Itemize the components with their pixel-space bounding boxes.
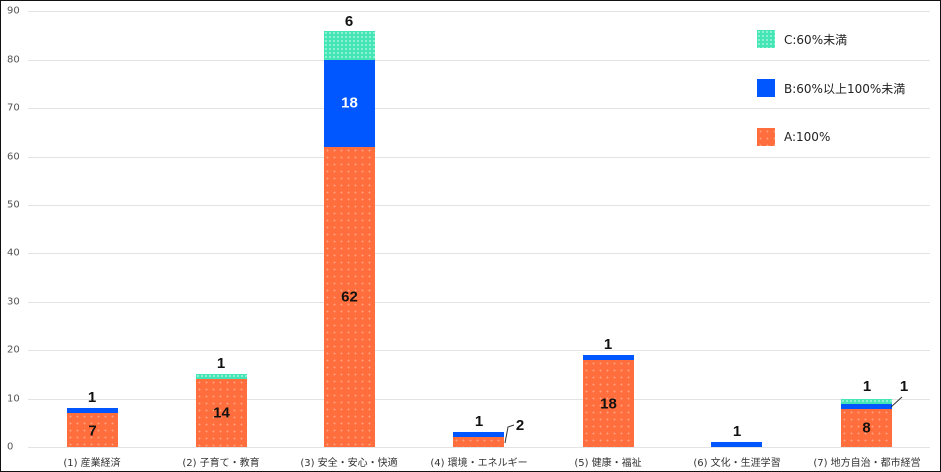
value-label-b: 18: [341, 94, 358, 112]
value-label-c: 1: [862, 378, 872, 395]
segment-c: [841, 399, 892, 404]
bar-5[interactable]: 18: [583, 355, 634, 447]
value-label-b: 1: [87, 389, 97, 406]
legend-label: B:60%以上100%未満: [784, 81, 906, 96]
segment-a: [583, 360, 634, 447]
y-tick-label: 10: [7, 393, 20, 405]
x-tick-label: (7) 地方自治・都市経営: [813, 458, 921, 469]
x-tick-label: (1) 産業経済: [63, 458, 121, 469]
value-label-a: 8: [862, 419, 871, 437]
bar-1[interactable]: 7: [67, 408, 118, 447]
segment-a: [196, 379, 247, 447]
value-label-a: 62: [341, 288, 358, 306]
legend-item-b[interactable]: B:60%以上100%未満: [757, 79, 905, 97]
bar-4[interactable]: [453, 432, 504, 447]
segment-b: [711, 442, 762, 447]
y-tick-label: 80: [7, 54, 20, 66]
leader-line: [504, 424, 515, 444]
segment-a: [841, 409, 892, 447]
value-label-a: 14: [213, 404, 230, 422]
y-tick-label: 60: [7, 151, 20, 163]
bar-7[interactable]: 8: [841, 399, 892, 447]
value-label-c: 6: [344, 13, 354, 30]
value-label-a: 7: [88, 422, 97, 440]
y-tick-label: 30: [7, 296, 20, 308]
gridline: [28, 108, 930, 110]
x-tick-label: (5) 健康・福祉: [574, 458, 642, 469]
x-tick-label: (6) 文化・生涯学習: [693, 458, 781, 469]
y-tick-label: 70: [7, 102, 20, 114]
value-label-c: 1: [216, 355, 226, 372]
segment-a: [324, 147, 375, 447]
legend-label: C:60%未満: [784, 32, 848, 47]
legend-swatch-c: [757, 30, 775, 48]
segment-b: [324, 60, 375, 147]
segment-b: [583, 355, 634, 360]
value-label-b: 1: [899, 378, 909, 395]
gridline: [28, 447, 930, 448]
legend-label: A:100%: [784, 130, 831, 144]
segment-a: [67, 413, 118, 447]
segment-b: [67, 408, 118, 413]
y-tick-label: 40: [7, 247, 20, 259]
value-label-b: 1: [603, 336, 613, 353]
value-label-a: 2: [515, 417, 525, 434]
gridline: [28, 205, 930, 206]
gridline: [28, 59, 930, 61]
segment-c: [196, 374, 247, 379]
x-tick-label: (2) 子育て・教育: [182, 458, 260, 469]
bar-3[interactable]: 18 62: [324, 31, 375, 447]
y-tick-label: 50: [7, 199, 20, 211]
bar-2[interactable]: 14: [196, 374, 247, 447]
x-tick-label: (3) 安全・安心・快適: [300, 458, 398, 469]
gridline: [28, 253, 930, 255]
y-tick-label: 90: [7, 5, 20, 17]
segment-b: [841, 404, 892, 409]
legend-item-a[interactable]: A:100%: [757, 128, 830, 146]
gridline: [28, 301, 930, 303]
bar-6[interactable]: [711, 442, 762, 447]
value-label-b: 1: [474, 413, 484, 430]
gridline: [28, 156, 930, 158]
y-tick-label: 0: [7, 441, 14, 453]
gridline: [28, 350, 930, 352]
value-label-b: 1: [732, 423, 742, 440]
x-tick-label: (4) 環境・エネルギー: [430, 458, 528, 469]
legend-item-c[interactable]: C:60%未満: [757, 30, 847, 48]
value-label-a: 18: [600, 395, 617, 413]
segment-b: [453, 432, 504, 437]
leader-line: [890, 396, 903, 408]
legend-swatch-a: [757, 128, 775, 146]
y-tick-label: 20: [7, 344, 20, 356]
segment-a: [453, 437, 504, 447]
legend-swatch-b: [757, 79, 775, 97]
gridline: [28, 398, 930, 400]
segment-c: [324, 31, 375, 60]
gridline: [28, 11, 930, 13]
